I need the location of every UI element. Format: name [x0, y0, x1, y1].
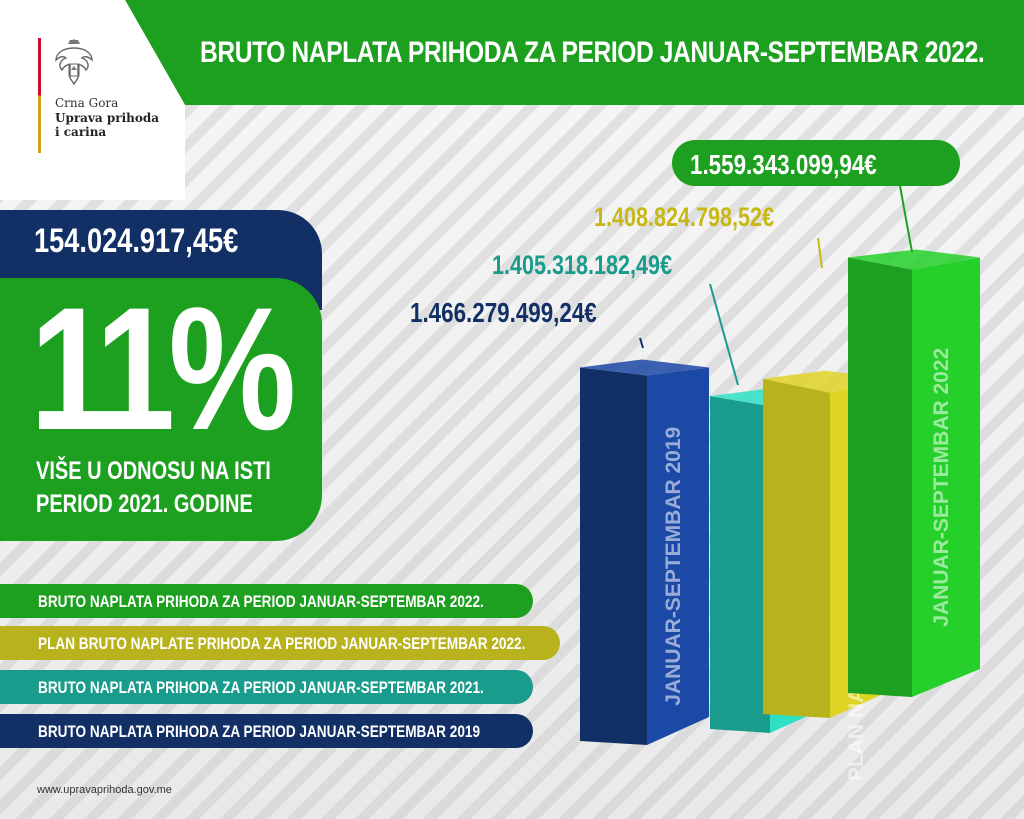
bar-top	[580, 359, 709, 376]
bar-top	[763, 370, 892, 393]
logo-accent-bar	[38, 38, 41, 153]
bar-side	[770, 396, 832, 733]
increase-percent-panel	[0, 278, 322, 541]
legend-item-2019: BRUTO NAPLATA PRIHODA ZA PERIOD JANUAR-S…	[0, 714, 533, 748]
bar	[580, 367, 647, 745]
value-label: 1.408.824.798,52€	[594, 203, 774, 233]
bar-top	[848, 249, 980, 270]
bar	[848, 257, 912, 697]
bar-side	[647, 367, 709, 745]
increase-description-line2: PERIOD 2021. GODINE	[36, 490, 253, 518]
org-name-line1: Uprava prihoda	[55, 111, 160, 125]
legend-item-2021: BRUTO NAPLATA PRIHODA ZA PERIOD JANUAR-S…	[0, 670, 533, 704]
org-name-line2: i carina	[55, 125, 107, 139]
value-label: 1.559.343.099,94€	[690, 150, 877, 181]
bar-category-label: JANUAR-SEPTEMBAR 2019	[662, 427, 685, 706]
value-label: 1.405.318.182,49€	[492, 251, 672, 281]
bar-group	[710, 388, 832, 733]
legend-item-plan-2022: PLAN BRUTO NAPLATE PRIHODA ZA PERIOD JAN…	[0, 626, 560, 660]
value-leader-line	[639, 337, 644, 349]
increase-description-line1: VIŠE U ODNOSU NA ISTI	[36, 457, 271, 485]
increase-amount: 154.024.917,45€	[34, 222, 239, 260]
header-band	[125, 0, 1024, 105]
value-label: 1.466.279.499,24€	[410, 298, 597, 329]
increase-percent: 11%	[30, 272, 296, 467]
bar-side	[912, 257, 980, 697]
org-country: Crna Gora	[55, 96, 119, 110]
legend-item-2022: BRUTO NAPLATA PRIHODA ZA PERIOD JANUAR-S…	[0, 584, 533, 618]
bar	[763, 378, 830, 718]
legend-label: BRUTO NAPLATA PRIHODA ZA PERIOD JANUAR-S…	[38, 678, 484, 697]
bar	[710, 396, 770, 733]
bar-group	[580, 359, 709, 745]
legend-label: PLAN BRUTO NAPLATE PRIHODA ZA PERIOD JAN…	[38, 634, 526, 653]
legend-label: BRUTO NAPLATA PRIHODA ZA PERIOD JANUAR-S…	[38, 722, 481, 741]
bar-group	[848, 249, 980, 697]
page-title: BRUTO NAPLATA PRIHODA ZA PERIOD JANUAR-S…	[200, 36, 985, 69]
bar-category-label: PLAN NAPLATE JANUAR-SEPTEMBAR 2022	[845, 336, 868, 781]
value-label-pill	[672, 140, 960, 186]
legend-label: BRUTO NAPLATA PRIHODA ZA PERIOD JANUAR-S…	[38, 592, 484, 611]
value-leader-line	[899, 185, 913, 253]
website-link[interactable]: www.upravaprihoda.gov.me	[37, 784, 172, 796]
bar-side	[830, 378, 892, 718]
bar-group	[763, 370, 892, 718]
bar-category-label: JANUAR-SEPTEMBAR 2022	[930, 348, 953, 627]
value-leader-line	[817, 237, 823, 269]
bar-top	[710, 388, 832, 407]
bar-category-label: JANUAR-SEPTEMBAR 2021	[785, 435, 808, 714]
coat-of-arms-icon	[55, 39, 93, 86]
value-leader-line	[709, 283, 739, 386]
